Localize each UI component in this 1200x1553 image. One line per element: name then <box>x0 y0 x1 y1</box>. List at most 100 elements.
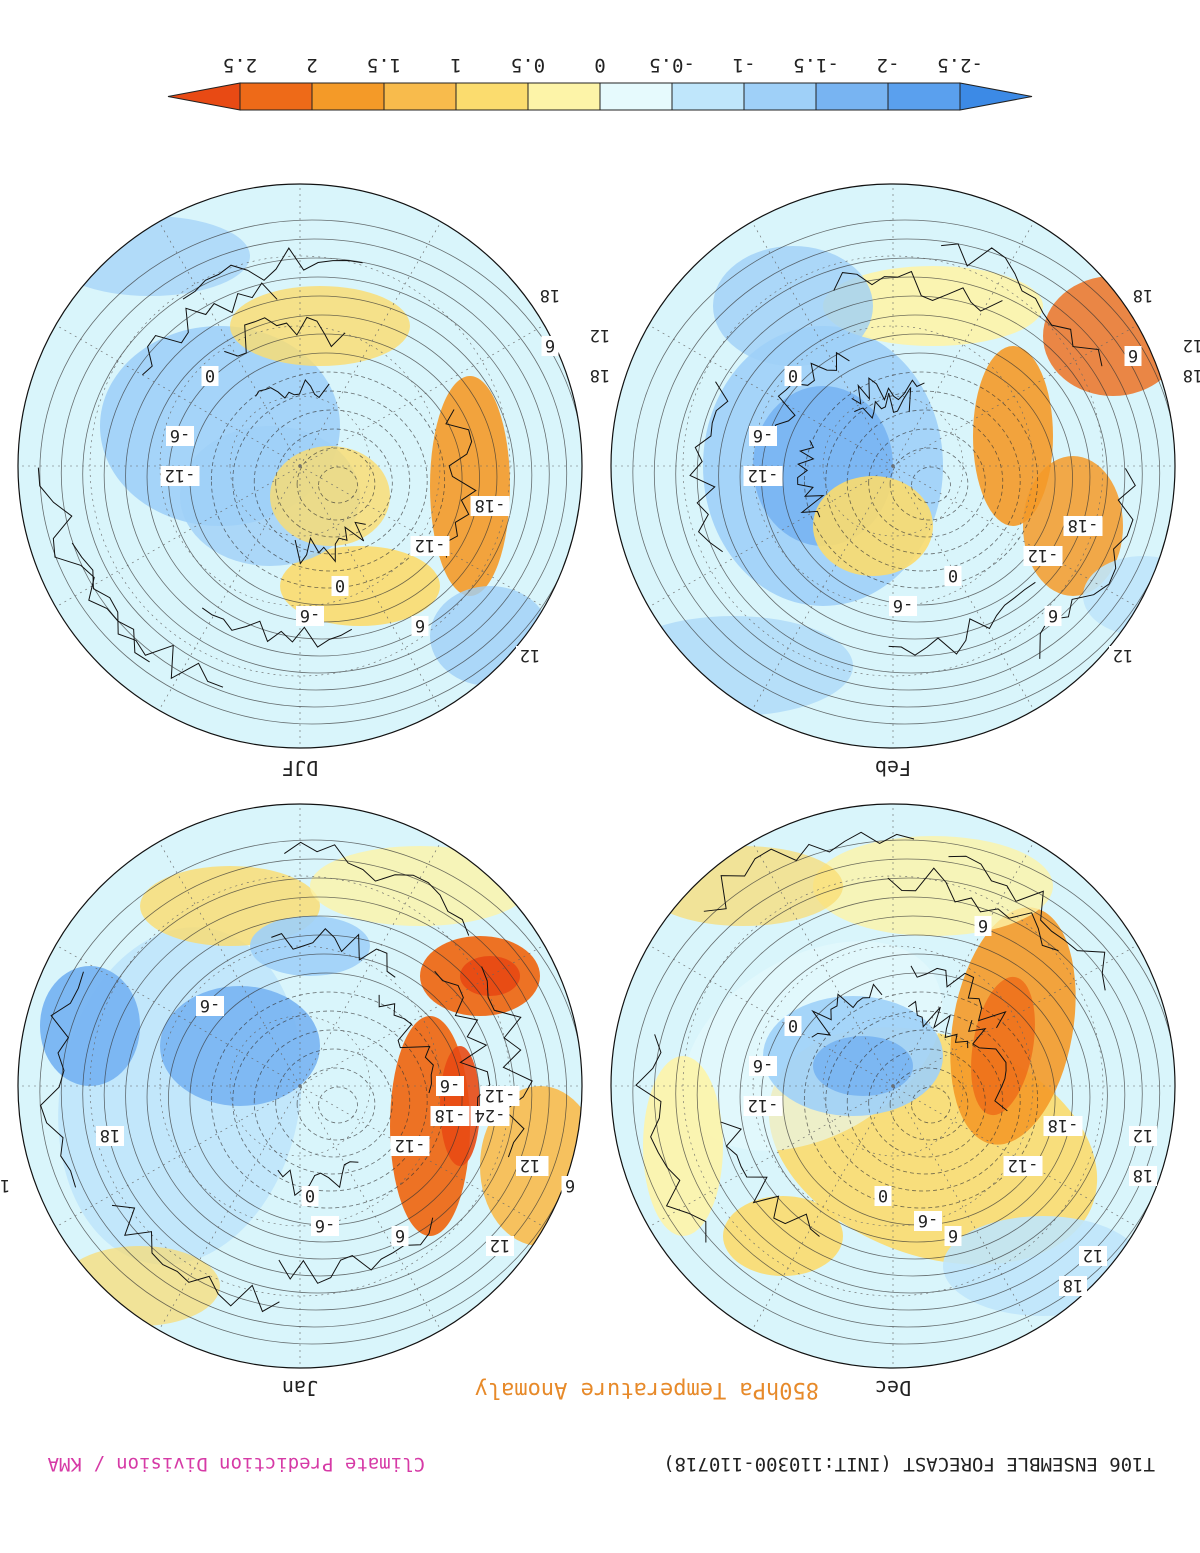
contour-label-box <box>1109 646 1137 666</box>
contour-line <box>739 934 1091 1260</box>
panel-title: Feb <box>875 756 911 780</box>
contour-label: -12 <box>1008 1155 1039 1175</box>
contour-line <box>253 409 411 555</box>
panel-title: Dec <box>875 1376 911 1400</box>
contour-line <box>889 447 969 521</box>
contour-label: 6 <box>395 1225 405 1245</box>
anomaly-shading <box>813 1036 913 1096</box>
colorbar-tick-label: -0.5 <box>649 54 695 76</box>
contour-line <box>632 839 1175 1345</box>
colorbar-tick-label: -1.5 <box>793 54 839 76</box>
colorbar-swatch <box>311 82 385 111</box>
contour-label-box <box>749 426 777 446</box>
coastline <box>271 928 396 978</box>
contour-label-box <box>410 536 450 556</box>
anomaly-shading <box>713 246 873 366</box>
contour-label: 0 <box>335 575 345 595</box>
meridian-line <box>892 221 1035 467</box>
colorbar-tick-label: 1.5 <box>367 54 401 76</box>
contour-line <box>868 428 986 538</box>
colorbar-tick-label: -2 <box>877 54 900 76</box>
meridian-line <box>299 324 545 467</box>
contour-line <box>889 1067 969 1141</box>
coastline <box>908 1000 969 1049</box>
anomaly-shading <box>973 346 1053 526</box>
meridian-line <box>648 324 894 467</box>
coastline <box>71 542 224 688</box>
meridian-line <box>751 221 894 467</box>
parallel-line <box>822 1015 964 1157</box>
meridian-line <box>158 841 301 1087</box>
coastline <box>40 971 84 1188</box>
colorbar-swatch <box>527 82 601 111</box>
parallel-line <box>682 875 1104 1297</box>
contour-label-box <box>1063 516 1103 536</box>
colorbar-tick-label: -2.5 <box>937 54 983 76</box>
contour-line <box>146 314 498 640</box>
parallel-line <box>229 395 371 537</box>
coastline <box>703 831 915 912</box>
anomaly-shading <box>813 836 1053 936</box>
colorbar-swatch <box>239 82 313 111</box>
contour-label-box <box>166 426 194 446</box>
colorbar-arrow-low <box>959 82 1033 111</box>
contour-label: -18 <box>435 1105 466 1125</box>
contour-line <box>296 447 376 521</box>
contour-label: -18 <box>1068 515 1099 535</box>
contour-line <box>696 276 1126 674</box>
contour-label-box <box>536 286 564 306</box>
contour-line <box>60 238 568 708</box>
contour-line <box>210 371 446 589</box>
contour-label-box <box>974 916 992 936</box>
colorbar-arrow-high <box>167 82 241 111</box>
contour-label-box <box>1179 336 1200 356</box>
contour-line <box>718 915 1108 1277</box>
colorbar: -2.5 -2 -1.5 -1 -0.5 0 0.5 1 1.5 2 2.5 <box>167 54 1033 111</box>
contour-line <box>803 371 1039 589</box>
colorbar-swatch <box>887 82 961 111</box>
contour-line <box>82 877 550 1311</box>
coastline <box>833 270 1003 312</box>
rotated-figure: T106 ENSEMBLE FORECAST (INIT:110300-1107… <box>0 54 1200 1475</box>
contour-label-box <box>390 1136 430 1156</box>
meridian-line <box>892 324 1138 467</box>
colorbar-swatch <box>455 82 529 111</box>
contour-line <box>803 991 1039 1209</box>
contour-label-box <box>749 1056 777 1076</box>
parallel-line <box>89 255 511 677</box>
contour-line <box>911 1086 951 1124</box>
contour-label-box <box>1023 546 1063 566</box>
contour-label: -12 <box>1028 545 1059 565</box>
contour-label-box <box>470 1106 510 1126</box>
meridian-line <box>751 841 894 1087</box>
contour-label: -6 <box>753 1055 773 1075</box>
contour-label: 0 <box>878 1185 888 1205</box>
contour-label-box <box>586 366 614 386</box>
contour-label: 0 <box>788 365 798 385</box>
contour-label-box <box>301 1186 319 1206</box>
coastline <box>887 867 1059 952</box>
contour-line <box>275 1048 393 1158</box>
map-outline <box>17 803 583 1369</box>
contour-label: -6 <box>440 1075 460 1095</box>
anomaly-shading <box>823 266 1043 346</box>
meridian-line <box>299 1085 545 1228</box>
colorbar-tick-label: 1 <box>450 54 461 76</box>
contour-line <box>846 409 1004 555</box>
contour-label: 6 <box>1128 345 1138 365</box>
contour-label-box <box>516 1156 544 1176</box>
contour-line <box>82 257 550 691</box>
anomaly-shading <box>723 1196 843 1276</box>
contour-label-box <box>1003 1156 1043 1176</box>
meridian-line <box>55 944 301 1087</box>
contour-label-box <box>470 496 510 516</box>
meridian-line <box>751 465 894 711</box>
contour-label-box <box>784 366 802 386</box>
contour-label: -12 <box>165 465 196 485</box>
contour-line <box>825 390 1021 572</box>
contour-line <box>318 1086 358 1124</box>
contour-label: 12 <box>590 325 610 345</box>
contour-label-box <box>331 576 349 596</box>
